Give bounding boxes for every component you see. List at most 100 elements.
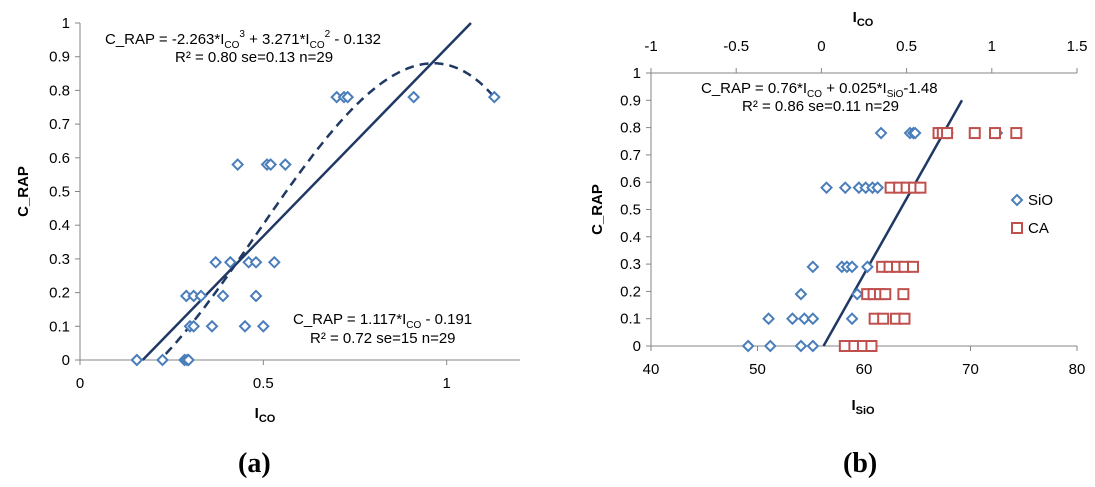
y-tick-label: 0.7	[620, 147, 641, 164]
y-tick-label: 0.4	[620, 229, 641, 246]
data-point	[898, 312, 911, 325]
y-tick-label: 0.5	[620, 202, 641, 219]
x-tick-label: 60	[856, 361, 873, 378]
y-tick-label: 0.8	[620, 120, 641, 137]
data-point	[865, 340, 878, 352]
y-tick-label: 1	[62, 15, 70, 32]
cubic-equation: C_RAP = -2.263*ICO3 + 3.271*ICO2 - 0.132	[105, 29, 381, 51]
data-point	[1010, 127, 1023, 140]
cubic-fit-line	[158, 62, 496, 360]
series-ca	[838, 127, 1023, 352]
x2-tick-label: 1.5	[1067, 38, 1088, 55]
legend-marker	[1011, 222, 1023, 234]
data-point	[845, 260, 859, 274]
y-tick-label: 0.2	[49, 285, 70, 302]
data-point	[256, 319, 270, 333]
data-point	[209, 255, 223, 269]
data-point	[763, 339, 777, 353]
x2-tick-label: 0.5	[896, 38, 917, 55]
x-tick-label: 80	[1069, 361, 1086, 378]
data-point	[762, 312, 775, 326]
fit-equation: C_RAP = 0.76*ICO + 0.025*ISiO-1.48	[701, 80, 938, 100]
y-tick-label: 0.7	[49, 116, 70, 133]
legend-marker	[1010, 193, 1024, 207]
fit-line	[822, 99, 964, 347]
legend-label: SiO	[1028, 192, 1053, 209]
y-axis-label: C_RAP	[589, 184, 606, 235]
chart-a: 0 0.1 0.2 0.3 0.4 0.5 0.6 0.7 0.8 0.9 1 0 0.5 1 C_RAP I…	[15, 15, 520, 425]
data-point	[845, 312, 859, 326]
data-point	[871, 181, 885, 195]
data-point	[231, 158, 245, 171]
data-point	[794, 339, 808, 353]
y-tick-label: 0.1	[620, 311, 641, 328]
fit-stats: R² = 0.86 se=0.11 n=29	[742, 98, 899, 115]
caption-a: (a)	[238, 448, 271, 479]
data-point	[968, 127, 981, 140]
y-tick-label: 0.5	[49, 184, 70, 201]
y-tick-label: 0.1	[49, 318, 70, 335]
data-point	[850, 287, 864, 301]
x-tick-label: 0.5	[253, 375, 274, 392]
data-point	[820, 181, 833, 195]
caption-b: (b)	[843, 448, 878, 479]
data-point	[877, 312, 890, 325]
data-point	[908, 126, 922, 140]
data-point	[182, 353, 195, 367]
data-point	[264, 158, 278, 171]
data-point	[278, 158, 292, 171]
data-point	[806, 312, 820, 326]
x-tick-label: 0	[76, 375, 84, 392]
data-point	[187, 319, 201, 333]
x2-tick-label: 0	[817, 38, 825, 55]
data-point	[205, 319, 219, 333]
data-point	[914, 181, 927, 194]
y-tick-label: 0	[633, 338, 641, 355]
x2-tick-label: 1	[988, 38, 996, 55]
x-tick-label: 50	[749, 361, 766, 378]
data-point	[216, 289, 230, 303]
data-point	[341, 90, 355, 104]
linear-fit-line	[141, 22, 472, 361]
data-point	[223, 255, 237, 269]
x2-tick-label: -1	[644, 38, 657, 55]
x-tick-label: 70	[962, 361, 979, 378]
data-point	[806, 339, 820, 353]
chart-b: 0 0.1 0.2 0.3 0.4 0.5 0.6 0.7 0.8 0.9 1 40 50 60 70 80 -…	[589, 9, 1088, 417]
x-axis-label: ISiO	[851, 397, 875, 417]
data-points	[130, 90, 501, 367]
data-point	[238, 319, 252, 333]
data-point	[797, 312, 811, 326]
x-axis-label: ICO	[255, 405, 276, 425]
data-point	[249, 255, 263, 269]
y-tick-label: 0.2	[620, 283, 641, 300]
y-tick-label: 0.6	[49, 150, 70, 167]
cubic-stats: R² = 0.80 se=0.13 n=29	[175, 49, 333, 66]
data-point	[786, 312, 799, 326]
data-point	[741, 339, 755, 353]
data-point	[487, 90, 501, 104]
data-point	[806, 260, 820, 274]
data-point	[407, 90, 421, 104]
y-tick-label: 0	[62, 352, 70, 369]
y-tick-label: 0.4	[49, 217, 70, 234]
data-point	[874, 126, 888, 140]
y-axis-label: C_RAP	[15, 166, 32, 217]
y-tick-label: 1	[633, 65, 641, 82]
y-tick-label: 0.8	[49, 82, 70, 99]
x2-tick-label: -0.5	[723, 38, 749, 55]
y-tick-label: 0.9	[49, 49, 70, 66]
data-point	[130, 353, 144, 367]
legend-label: CA	[1028, 220, 1049, 237]
x-tick-label: 40	[643, 361, 660, 378]
data-point	[194, 289, 208, 303]
data-point	[249, 289, 263, 303]
y-tick-label: 0.9	[620, 92, 641, 109]
linear-stats: R² = 0.72 se=15 n=29	[310, 330, 456, 347]
data-point	[988, 127, 1001, 140]
data-point	[838, 340, 851, 352]
x-tick-label: 1	[442, 375, 450, 392]
data-point	[906, 260, 919, 273]
data-point	[794, 287, 808, 301]
